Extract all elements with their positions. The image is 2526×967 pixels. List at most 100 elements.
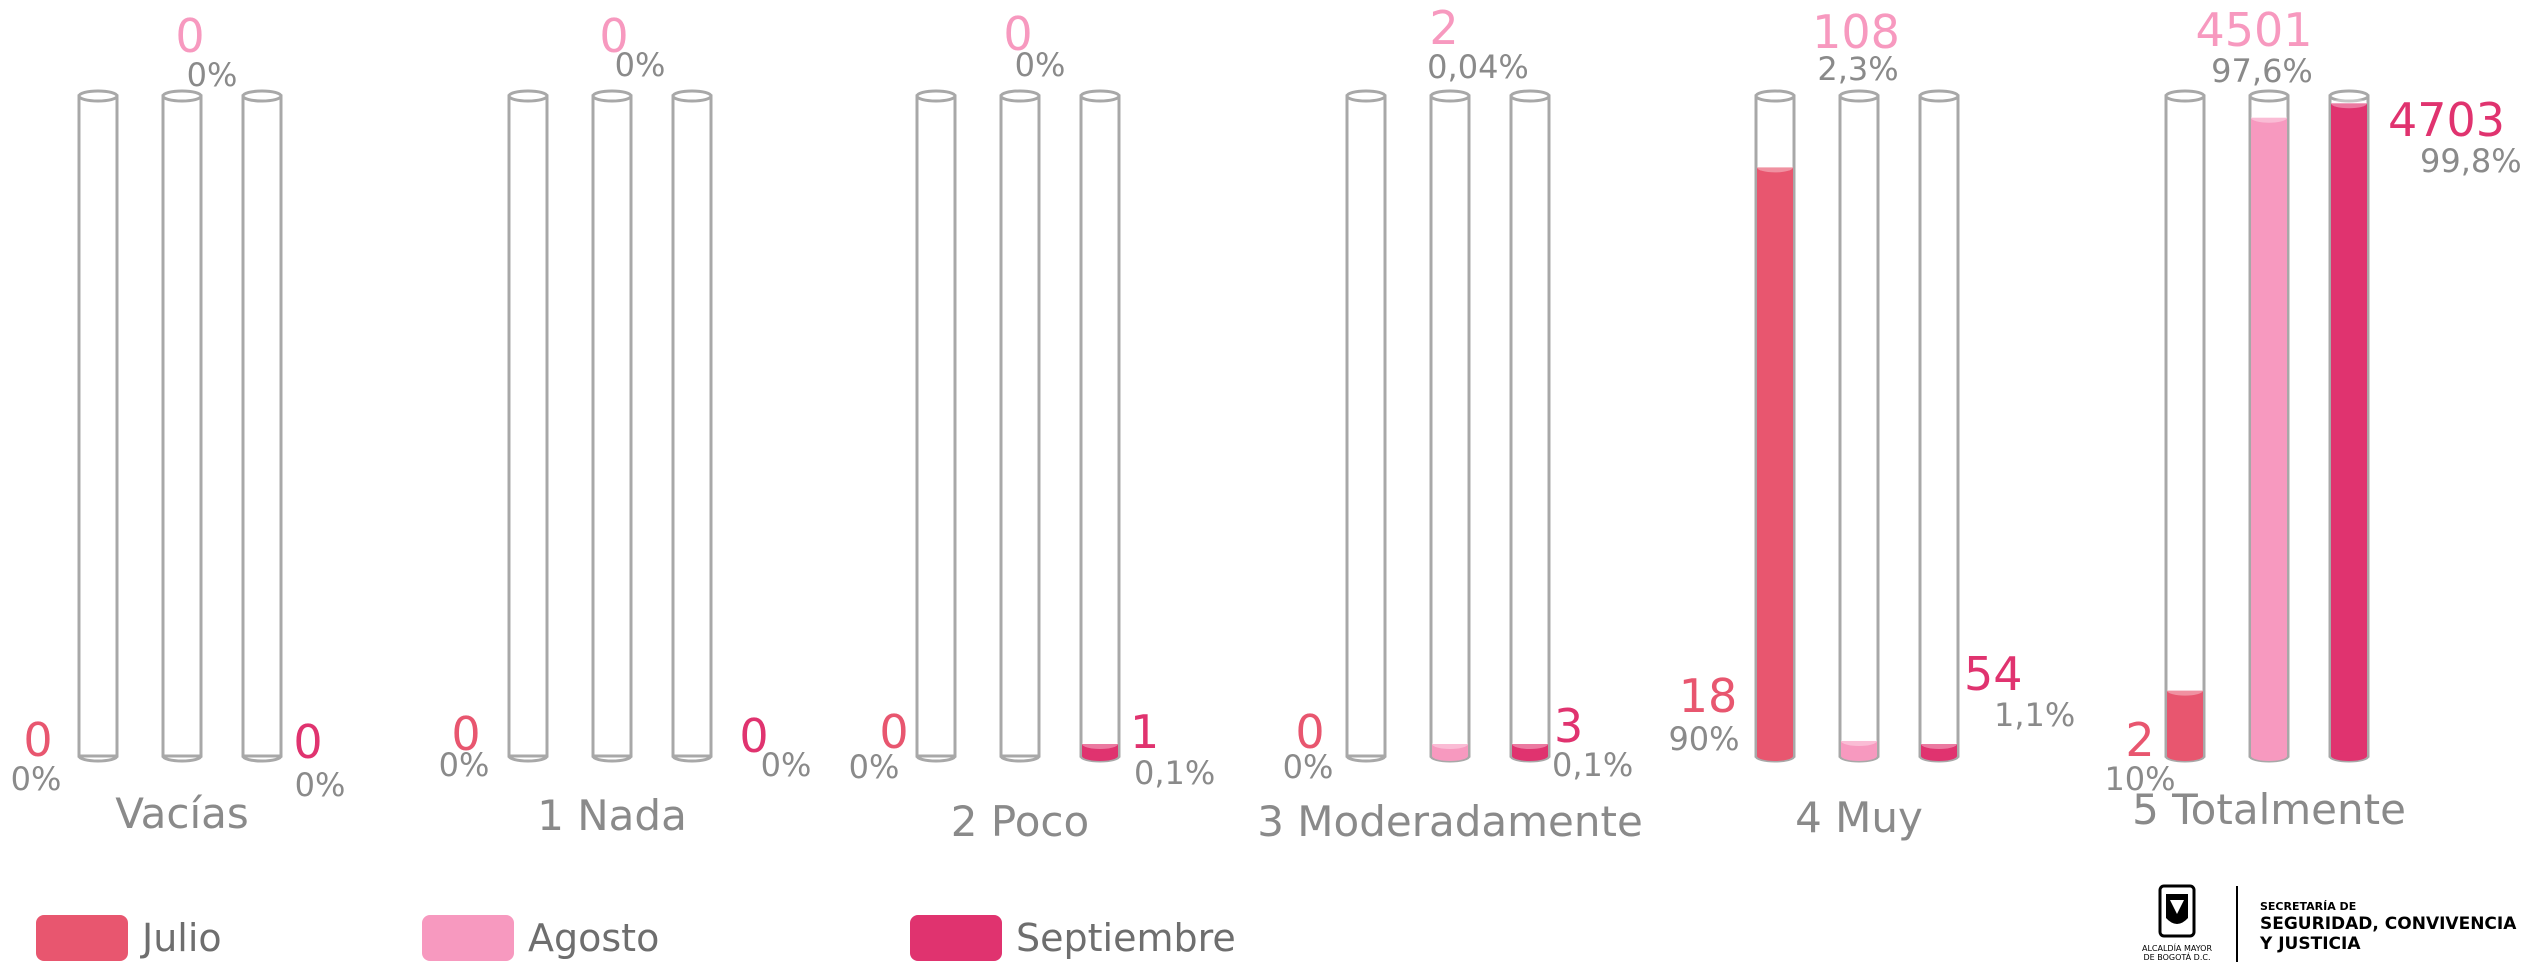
- cylinder-top-4-muy-agosto: [1838, 89, 1880, 103]
- cylinder-top-vacias-julio: [77, 89, 119, 103]
- value-label-4-muy-julio: 18: [1679, 669, 1738, 723]
- bar-top-5-totalmente-septiembre: [2331, 98, 2367, 109]
- legend-item-julio: Julio: [36, 910, 222, 966]
- legend-swatch-septiembre: [910, 915, 1002, 961]
- percent-label-1-nada-septiembre: 0%: [761, 746, 812, 784]
- cylinder-3-moderadamente-julio: [1345, 94, 1387, 758]
- cylinder-1-nada-agosto: [591, 94, 633, 758]
- cylinder-top-3-moderadamente-julio: [1345, 89, 1387, 103]
- bar-base-5-totalmente-julio: [2167, 751, 2203, 761]
- value-label-2-poco-septiembre: 1: [1130, 705, 1159, 759]
- cylinder-base-vacias-julio: [77, 755, 119, 763]
- bar-base-4-muy-julio: [1757, 751, 1793, 761]
- bar-top-4-muy-julio: [1757, 162, 1793, 173]
- percent-label-2-poco-julio: 0%: [849, 748, 900, 786]
- cylinder-3-moderadamente-septiembre: [1509, 94, 1551, 758]
- cylinder-4-muy-septiembre: [1918, 94, 1960, 758]
- group-4-muy: [1754, 89, 1960, 763]
- bar-base-5-totalmente-agosto: [2251, 751, 2287, 761]
- cylinder-base-1-nada-agosto: [591, 755, 633, 763]
- legend-item-agosto: Agosto: [422, 910, 659, 966]
- category-label-2-poco: 2 Poco: [951, 797, 1089, 846]
- cylinder-top-2-poco-julio: [915, 89, 957, 103]
- value-label-vacias-septiembre: 0: [293, 715, 322, 769]
- value-label-5-totalmente-agosto: 4501: [2195, 3, 2312, 57]
- percent-label-2-poco-agosto: 0%: [1015, 46, 1066, 84]
- cylinder-chart: Vacías 1 Nada 2 Poco 3 Moderadamente 4 Muy 5 …: [11, 1, 2522, 846]
- cylinder-base-vacias-agosto: [161, 755, 203, 763]
- bar-top-4-muy-septiembre: [1921, 739, 1957, 749]
- legend-label-julio: Julio: [142, 916, 222, 960]
- legend-swatch-agosto: [422, 915, 514, 961]
- category-label-5-totalmente: 5 Totalmente: [2132, 785, 2406, 834]
- bar-base-3-moderadamente-septiembre: [1512, 751, 1548, 761]
- value-label-vacias-julio: 0: [23, 713, 52, 767]
- logo-separator: [2236, 886, 2238, 962]
- cylinder-3-moderadamente-agosto: [1429, 94, 1471, 758]
- cylinder-top-4-muy-julio: [1754, 89, 1796, 103]
- value-label-3-moderadamente-septiembre: 3: [1554, 699, 1583, 753]
- cylinder-top-1-nada-septiembre: [671, 89, 713, 103]
- percent-label-5-totalmente-julio: 10%: [2104, 760, 2175, 798]
- group-3-moderadamente: [1345, 89, 1551, 763]
- bar-base-3-moderadamente-agosto: [1432, 751, 1468, 761]
- bar-5-totalmente-septiembre: [2331, 103, 2367, 757]
- percent-label-vacias-septiembre: 0%: [295, 766, 346, 804]
- value-label-3-moderadamente-julio: 0: [1295, 705, 1324, 759]
- group-2-poco: [915, 89, 1121, 763]
- bar-top-2-poco-septiembre: [1082, 739, 1118, 749]
- value-label-4-muy-septiembre: 54: [1964, 647, 2023, 701]
- cylinder-top-1-nada-agosto: [591, 89, 633, 103]
- cylinder-base-2-poco-agosto: [999, 755, 1041, 763]
- bar-base-2-poco-septiembre: [1082, 751, 1118, 761]
- bogota-logo: ALCALDÍA MAYOR DE BOGOTÁ D.C. SECRETARÍA…: [2140, 882, 2520, 964]
- cylinder-top-3-moderadamente-septiembre: [1509, 89, 1551, 103]
- group-5-totalmente: [2164, 89, 2370, 763]
- cylinder-2-poco-agosto: [999, 94, 1041, 758]
- cylinder-1-nada-julio: [507, 94, 549, 758]
- percent-label-4-muy-julio: 90%: [1668, 720, 1739, 758]
- cylinder-base-2-poco-julio: [915, 755, 957, 763]
- percent-label-3-moderadamente-agosto: 0,04%: [1427, 48, 1529, 86]
- category-label-3-moderadamente: 3 Moderadamente: [1257, 797, 1643, 846]
- value-label-5-totalmente-julio: 2: [2125, 713, 2154, 767]
- percent-label-4-muy-agosto: 2,3%: [1817, 50, 1898, 88]
- legend-item-septiembre: Septiembre: [910, 910, 1236, 966]
- category-label-1-nada: 1 Nada: [537, 791, 687, 840]
- group-1-nada: [507, 89, 713, 763]
- bar-5-totalmente-agosto: [2251, 117, 2287, 757]
- value-label-5-totalmente-septiembre: 4703: [2388, 93, 2505, 147]
- value-label-1-nada-septiembre: 0: [739, 709, 768, 763]
- percent-label-1-nada-agosto: 0%: [615, 46, 666, 84]
- cylinder-1-nada-septiembre: [671, 94, 713, 758]
- cylinder-vacias-septiembre: [241, 94, 283, 758]
- percent-label-3-moderadamente-septiembre: 0,1%: [1552, 746, 1633, 784]
- percent-label-3-moderadamente-julio: 0%: [1283, 748, 1334, 786]
- cylinder-top-2-poco-septiembre: [1079, 89, 1121, 103]
- value-label-2-poco-agosto: 0: [1003, 7, 1032, 61]
- cylinder-5-totalmente-julio: [2164, 94, 2206, 758]
- cylinder-top-vacias-agosto: [161, 89, 203, 103]
- cylinder-base-vacias-septiembre: [241, 755, 283, 763]
- bar-5-totalmente-julio: [2167, 690, 2203, 756]
- bar-top-5-totalmente-agosto: [2251, 112, 2287, 123]
- cylinder-2-poco-septiembre: [1079, 94, 1121, 758]
- bogota-crest-icon: [2158, 884, 2196, 938]
- cylinder-base-1-nada-julio: [507, 755, 549, 763]
- bar-top-3-moderadamente-agosto: [1432, 739, 1468, 749]
- category-label-vacias: Vacías: [115, 789, 249, 838]
- cylinder-top-5-totalmente-septiembre: [2328, 89, 2370, 103]
- value-label-2-poco-julio: 0: [879, 705, 908, 759]
- category-label-4-muy: 4 Muy: [1795, 793, 1923, 842]
- value-label-4-muy-agosto: 108: [1812, 5, 1900, 59]
- cylinder-base-1-nada-septiembre: [671, 755, 713, 763]
- group-vacias: [77, 89, 283, 763]
- cylinder-top-5-totalmente-julio: [2164, 89, 2206, 103]
- value-label-vacias-agosto: 0: [175, 9, 204, 63]
- cylinder-2-poco-julio: [915, 94, 957, 758]
- percent-label-1-nada-julio: 0%: [439, 746, 490, 784]
- bar-top-3-moderadamente-septiembre: [1512, 739, 1548, 749]
- percent-label-5-totalmente-septiembre: 99,8%: [2420, 142, 2522, 180]
- cylinder-4-muy-agosto: [1838, 94, 1880, 758]
- bar-4-muy-julio: [1757, 167, 1793, 756]
